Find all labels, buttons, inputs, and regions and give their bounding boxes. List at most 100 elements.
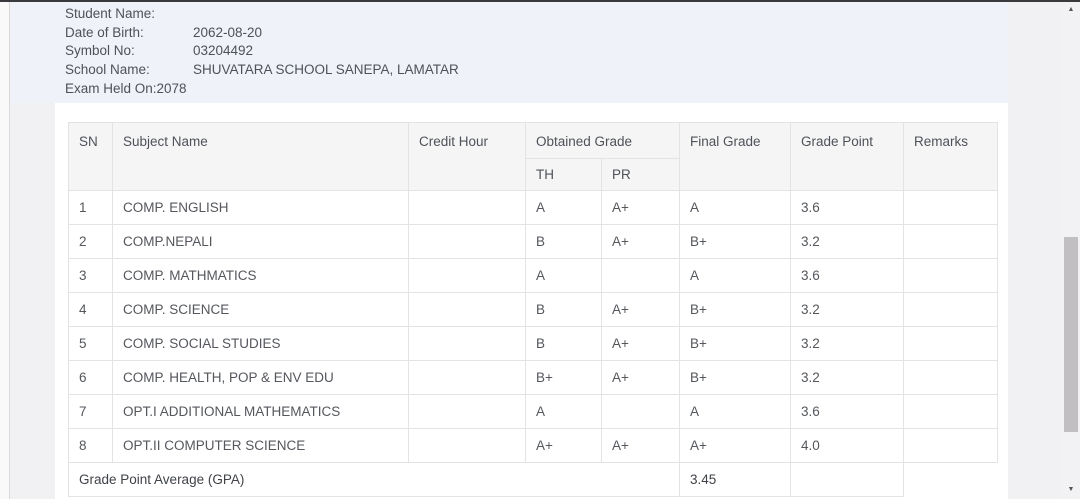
subject-cell: OPT.II COMPUTER SCIENCE: [112, 428, 409, 463]
table-row: 2 COMP.NEPALI B A+ B+ 3.2: [68, 224, 998, 259]
subject-cell: COMP. SOCIAL STUDIES: [112, 326, 409, 361]
scrollbar-up-icon[interactable]: ▲: [1067, 6, 1075, 13]
info-row-date-of-birth: Date of Birth: 2062-08-20: [65, 23, 459, 42]
school-name-value: SHUVATARA SCHOOL SANEPA, LAMATAR: [193, 62, 459, 78]
student-info-block: Student Name: Date of Birth: 2062-08-20 …: [65, 4, 459, 98]
gpa-value-cell: 3.45: [679, 462, 791, 497]
final-grade-cell: A: [679, 258, 791, 293]
final-grade-cell: B+: [679, 292, 791, 327]
gpa-label-cell: Grade Point Average (GPA): [68, 462, 680, 497]
obtained-grade-header: Obtained Grade: [525, 122, 680, 159]
sn-cell: 4: [68, 292, 113, 327]
credit-hour-header: Credit Hour: [408, 122, 526, 191]
info-row-symbol-no: Symbol No: 03204492: [65, 42, 459, 61]
sn-cell: 7: [68, 394, 113, 429]
th-grade-cell: B: [525, 292, 602, 327]
grade-point-cell: 3.2: [790, 292, 904, 327]
left-edge-strip: [0, 2, 10, 499]
table-row: 1 COMP. ENGLISH A A+ A 3.6: [68, 190, 998, 225]
sn-cell: 1: [68, 190, 113, 225]
table-row: 6 COMP. HEALTH, POP & ENV EDU B+ A+ B+ 3…: [68, 360, 998, 395]
date-of-birth-label: Date of Birth:: [65, 24, 144, 40]
scrollbar-down-icon[interactable]: ▼: [1067, 486, 1075, 493]
subject-cell: COMP. MATHMATICS: [112, 258, 409, 293]
symbol-no-label: Symbol No:: [65, 43, 135, 59]
grade-point-cell: 3.6: [790, 394, 904, 429]
vertical-scrollbar[interactable]: ▲ ▼: [1062, 2, 1080, 499]
th-grade-cell: B: [525, 224, 602, 259]
remarks-cell: [903, 326, 998, 361]
remarks-header: Remarks: [903, 122, 998, 191]
pr-grade-cell: [601, 258, 680, 293]
sn-cell: 2: [68, 224, 113, 259]
final-grade-cell: A+: [679, 428, 791, 463]
remarks-cell: [903, 224, 998, 259]
symbol-no-value: 03204492: [193, 43, 254, 59]
remarks-cell: [903, 360, 998, 395]
info-row-exam-held-on: Exam Held On:2078: [65, 79, 459, 98]
remarks-cell: [903, 190, 998, 225]
remarks-cell: [903, 258, 998, 293]
th-grade-cell: B+: [525, 360, 602, 395]
sn-cell: 6: [68, 360, 113, 395]
pr-grade-cell: A+: [601, 326, 680, 361]
exam-held-on-label: Exam Held On:2078: [65, 81, 187, 97]
info-row-school-name: School Name: SHUVATARA SCHOOL SANEPA, LA…: [65, 60, 459, 79]
credit-hour-cell: [408, 326, 526, 361]
table-row: 3 COMP. MATHMATICS A A 3.6: [68, 258, 998, 293]
sn-cell: 8: [68, 428, 113, 463]
student-name-label: Student Name:: [65, 5, 156, 21]
subject-cell: COMP. HEALTH, POP & ENV EDU: [112, 360, 409, 395]
school-name-label: School Name:: [65, 62, 150, 78]
th-grade-cell: A+: [525, 428, 602, 463]
sn-cell: 5: [68, 326, 113, 361]
credit-hour-cell: [408, 258, 526, 293]
final-grade-cell: B+: [679, 224, 791, 259]
remarks-cell: [903, 394, 998, 429]
date-of-birth-value: 2062-08-20: [193, 24, 263, 40]
window-top-edge: [0, 0, 1080, 2]
subject-cell: COMP. ENGLISH: [112, 190, 409, 225]
pr-grade-cell: A+: [601, 292, 680, 327]
header-row-2: TH PR: [69, 158, 998, 191]
table-row: 5 COMP. SOCIAL STUDIES B A+ B+ 3.2: [68, 326, 998, 361]
gpa-remarks-cell: [790, 462, 904, 497]
credit-hour-cell: [408, 190, 526, 225]
pr-grade-cell: [601, 394, 680, 429]
table-row: 4 COMP. SCIENCE B A+ B+ 3.2: [68, 292, 998, 327]
th-grade-cell: A: [525, 258, 602, 293]
remarks-cell: [903, 292, 998, 327]
th-grade-cell: B: [525, 326, 602, 361]
pr-grade-cell: A+: [601, 428, 680, 463]
grade-point-cell: 3.2: [790, 326, 904, 361]
sn-header: SN: [68, 122, 113, 191]
table-row: 8 OPT.II COMPUTER SCIENCE A+ A+ A+ 4.0: [68, 428, 998, 463]
info-row-student-name: Student Name:: [65, 4, 459, 23]
pr-subheader: PR: [601, 158, 680, 191]
grade-sheet-card: SN Subject Name Credit Hour Obtained Gra…: [55, 103, 1008, 499]
th-subheader: TH: [525, 158, 602, 191]
final-grade-cell: A: [679, 394, 791, 429]
final-grade-cell: B+: [679, 326, 791, 361]
grade-point-cell: 3.2: [790, 360, 904, 395]
credit-hour-cell: [408, 360, 526, 395]
final-grade-cell: A: [679, 190, 791, 225]
subject-name-header: Subject Name: [112, 122, 409, 191]
final-grade-cell: B+: [679, 360, 791, 395]
credit-hour-cell: [408, 428, 526, 463]
sn-cell: 3: [68, 258, 113, 293]
gpa-row: Grade Point Average (GPA) 3.45: [68, 462, 998, 497]
th-grade-cell: A: [525, 394, 602, 429]
grade-point-header: Grade Point: [790, 122, 904, 191]
pr-grade-cell: A+: [601, 190, 680, 225]
scrollbar-thumb[interactable]: [1064, 237, 1078, 432]
grades-table: SN Subject Name Credit Hour Obtained Gra…: [68, 122, 998, 497]
pr-grade-cell: A+: [601, 360, 680, 395]
credit-hour-cell: [408, 292, 526, 327]
final-grade-header: Final Grade: [679, 122, 791, 191]
credit-hour-cell: [408, 394, 526, 429]
credit-hour-cell: [408, 224, 526, 259]
remarks-cell: [903, 428, 998, 463]
th-grade-cell: A: [525, 190, 602, 225]
grade-point-cell: 3.6: [790, 190, 904, 225]
